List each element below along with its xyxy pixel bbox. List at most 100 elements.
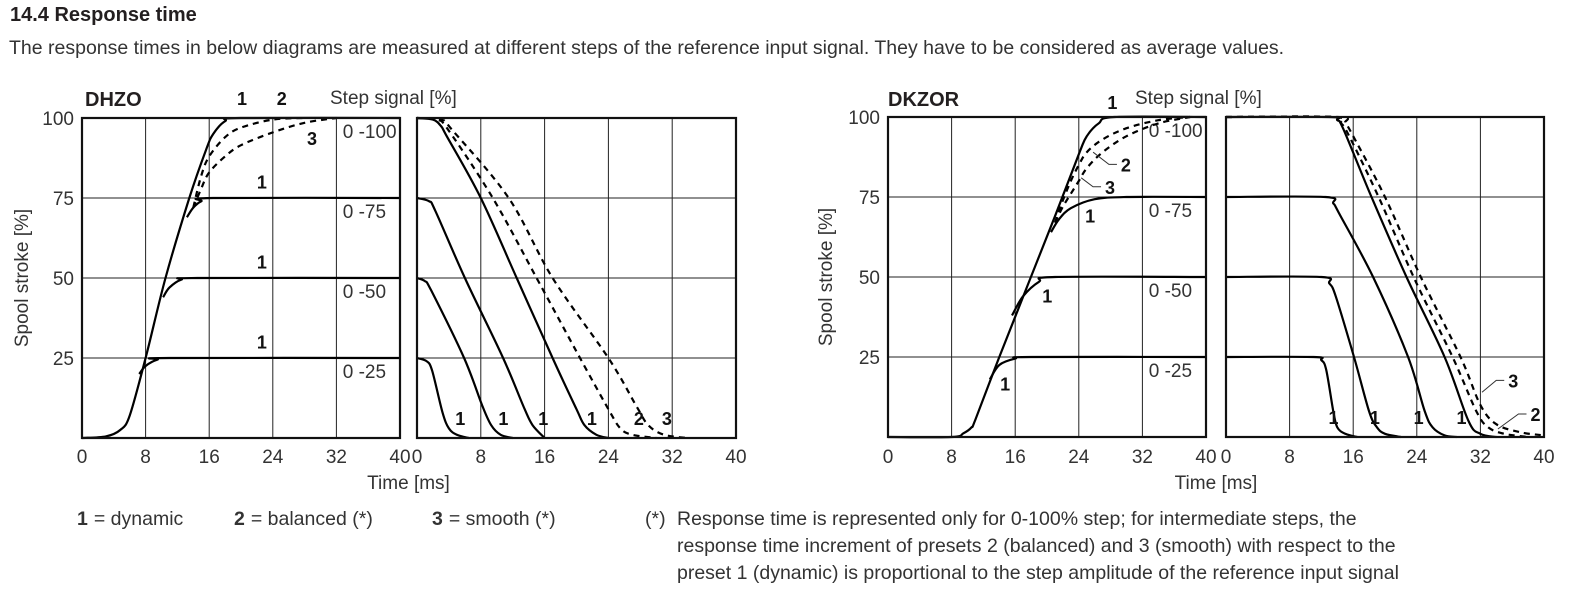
legend-text: = smooth (*) <box>449 508 556 530</box>
legend-text: = dynamic <box>94 508 184 530</box>
x-tick-label: 8 <box>946 447 957 468</box>
curve-label-leader <box>1481 379 1505 393</box>
curve-preset-1-step-075 <box>1225 195 1457 439</box>
x-tick-label: 32 <box>1470 447 1491 468</box>
curve-preset-3-step-0100 <box>192 116 337 209</box>
curve-preset-label: 1 <box>1107 93 1117 113</box>
curve-preset-1-step-050 <box>1011 275 1207 316</box>
curve-preset-1-step-050 <box>416 276 513 440</box>
curve-label-leader <box>1080 177 1102 188</box>
curve-preset-label: 2 <box>1530 405 1540 425</box>
curve-preset-3-step-0100 <box>1054 115 1191 224</box>
curve-preset-label: 2 <box>277 89 287 109</box>
footnote-mark: (*) <box>645 508 666 530</box>
step-signal-label: Step signal [%] <box>1135 88 1262 109</box>
curve-preset-label: 1 <box>1085 207 1095 227</box>
legend-text: = balanced (*) <box>251 508 373 530</box>
curve-preset-1-step-050 <box>162 276 401 298</box>
curve-preset-label: 1 <box>455 409 465 429</box>
y-tick-label: 25 <box>53 349 74 370</box>
chart-dkzor: DKZOR Step signal [%] Spool stroke [%] Time… <box>816 88 1555 494</box>
curve-preset-label: 1 <box>1042 287 1052 307</box>
plot-panel: 0 8 16 24 32 40 25 50 75 100 0 -100 0 -75 0 -50 0 -25… <box>848 93 1216 468</box>
x-tick-label: 32 <box>662 447 683 468</box>
plot-panel: 0 8 16 24 32 40 25 50 75 100 0 -100 0 -75 0 -50 0 -25… <box>42 89 410 468</box>
curve-preset-label: 1 <box>257 252 267 272</box>
footnote: (*) Response time is represented only fo… <box>645 508 1399 584</box>
plot-panel: 0 8 16 24 32 401 1 1 132 <box>1221 115 1555 468</box>
curve-label-leader <box>1092 151 1117 165</box>
curve-preset-label: 2 <box>634 409 644 429</box>
x-tick-label: 24 <box>598 447 620 468</box>
preset-legend: 1 = dynamic 2 = balanced (*) 3 = smooth (*) <box>77 508 556 530</box>
curve-preset-1-step-025 <box>1225 355 1358 439</box>
curve-preset-3-step-0100 <box>1225 115 1545 437</box>
curve-preset-1-step-075 <box>185 196 401 218</box>
x-tick-label: 40 <box>725 447 746 468</box>
y-tick-label: 100 <box>848 108 880 129</box>
x-tick-label: 32 <box>1132 447 1153 468</box>
step-level-label: 0 -75 <box>1149 201 1192 222</box>
x-tick-label: 0 <box>883 447 894 468</box>
footnote-line: Response time is represented only for 0-… <box>677 508 1357 530</box>
footnote-line: preset 1 (dynamic) is proportional to th… <box>677 562 1399 584</box>
chart-dhzo: DHZO Step signal [%] Spool stroke [%] Time … <box>12 88 747 494</box>
x-tick-label: 0 <box>412 447 423 468</box>
chart-title: DHZO <box>85 89 142 111</box>
y-axis-label: Spool stroke [%] <box>816 208 837 346</box>
x-axis-label: Time [ms] <box>1175 473 1258 494</box>
intro-paragraph: The response times in below diagrams are… <box>9 37 1284 59</box>
legend-num: 3 <box>432 508 443 530</box>
curve-preset-1-step-075 <box>416 196 546 439</box>
curve-preset-label: 1 <box>1000 375 1010 395</box>
step-level-label: 0 -25 <box>343 362 386 383</box>
x-tick-label: 16 <box>534 447 555 468</box>
legend-item-balanced: 2 = balanced (*) <box>234 508 373 530</box>
curve-preset-label: 3 <box>307 129 317 149</box>
section-heading: 14.4 Response time <box>10 4 197 26</box>
x-tick-label: 0 <box>77 447 88 468</box>
footnote-line: response time increment of presets 2 (ba… <box>677 535 1396 557</box>
y-tick-label: 75 <box>53 189 74 210</box>
curve-preset-1-step-025 <box>988 355 1207 381</box>
x-tick-label: 16 <box>1343 447 1364 468</box>
curve-preset-label: 1 <box>587 409 597 429</box>
curve-label-leader <box>1497 413 1527 430</box>
curve-preset-label: 1 <box>237 89 247 109</box>
step-signal-label: Step signal [%] <box>330 88 457 109</box>
x-tick-label: 24 <box>262 447 284 468</box>
x-tick-label: 8 <box>1284 447 1295 468</box>
y-tick-label: 75 <box>859 188 880 209</box>
step-level-label: 0 -75 <box>343 202 386 223</box>
x-axis-label: Time [ms] <box>367 473 450 494</box>
chart-title: DKZOR <box>888 89 960 111</box>
curve-preset-1-step-075 <box>1050 195 1207 233</box>
x-tick-label: 8 <box>476 447 487 468</box>
plot-panel: 0 8 16 24 32 40 1 1 1 1 2 3 <box>412 116 747 468</box>
plot-frame <box>1224 115 1546 439</box>
legend-num: 1 <box>77 508 88 530</box>
x-tick-label: 16 <box>199 447 220 468</box>
curve-preset-1-step-025 <box>138 356 401 375</box>
curve-preset-1-step-0100 <box>887 115 1207 439</box>
x-tick-label: 24 <box>1068 447 1090 468</box>
curve-preset-label: 1 <box>1329 408 1339 428</box>
curve-preset-label: 1 <box>1414 408 1424 428</box>
y-tick-label: 100 <box>42 109 74 130</box>
charts: DHZO Step signal [%] Spool stroke [%] Time … <box>12 88 1555 494</box>
y-tick-label: 50 <box>53 269 74 290</box>
curve-preset-2-step-0100 <box>192 116 305 208</box>
y-tick-label: 25 <box>859 348 880 369</box>
curve-preset-2-step-0100 <box>1225 115 1529 439</box>
step-level-label: 0 -25 <box>1149 361 1192 382</box>
plot-frame <box>415 116 738 440</box>
plot-frame <box>80 116 402 440</box>
curve-preset-2-step-0100 <box>1053 115 1191 223</box>
step-level-label: 0 -100 <box>1149 121 1203 142</box>
curve-preset-label: 1 <box>498 409 508 429</box>
x-tick-label: 24 <box>1406 447 1428 468</box>
curve-preset-label: 2 <box>1121 155 1131 175</box>
curve-preset-label: 3 <box>1508 371 1518 391</box>
x-tick-label: 40 <box>389 447 410 468</box>
